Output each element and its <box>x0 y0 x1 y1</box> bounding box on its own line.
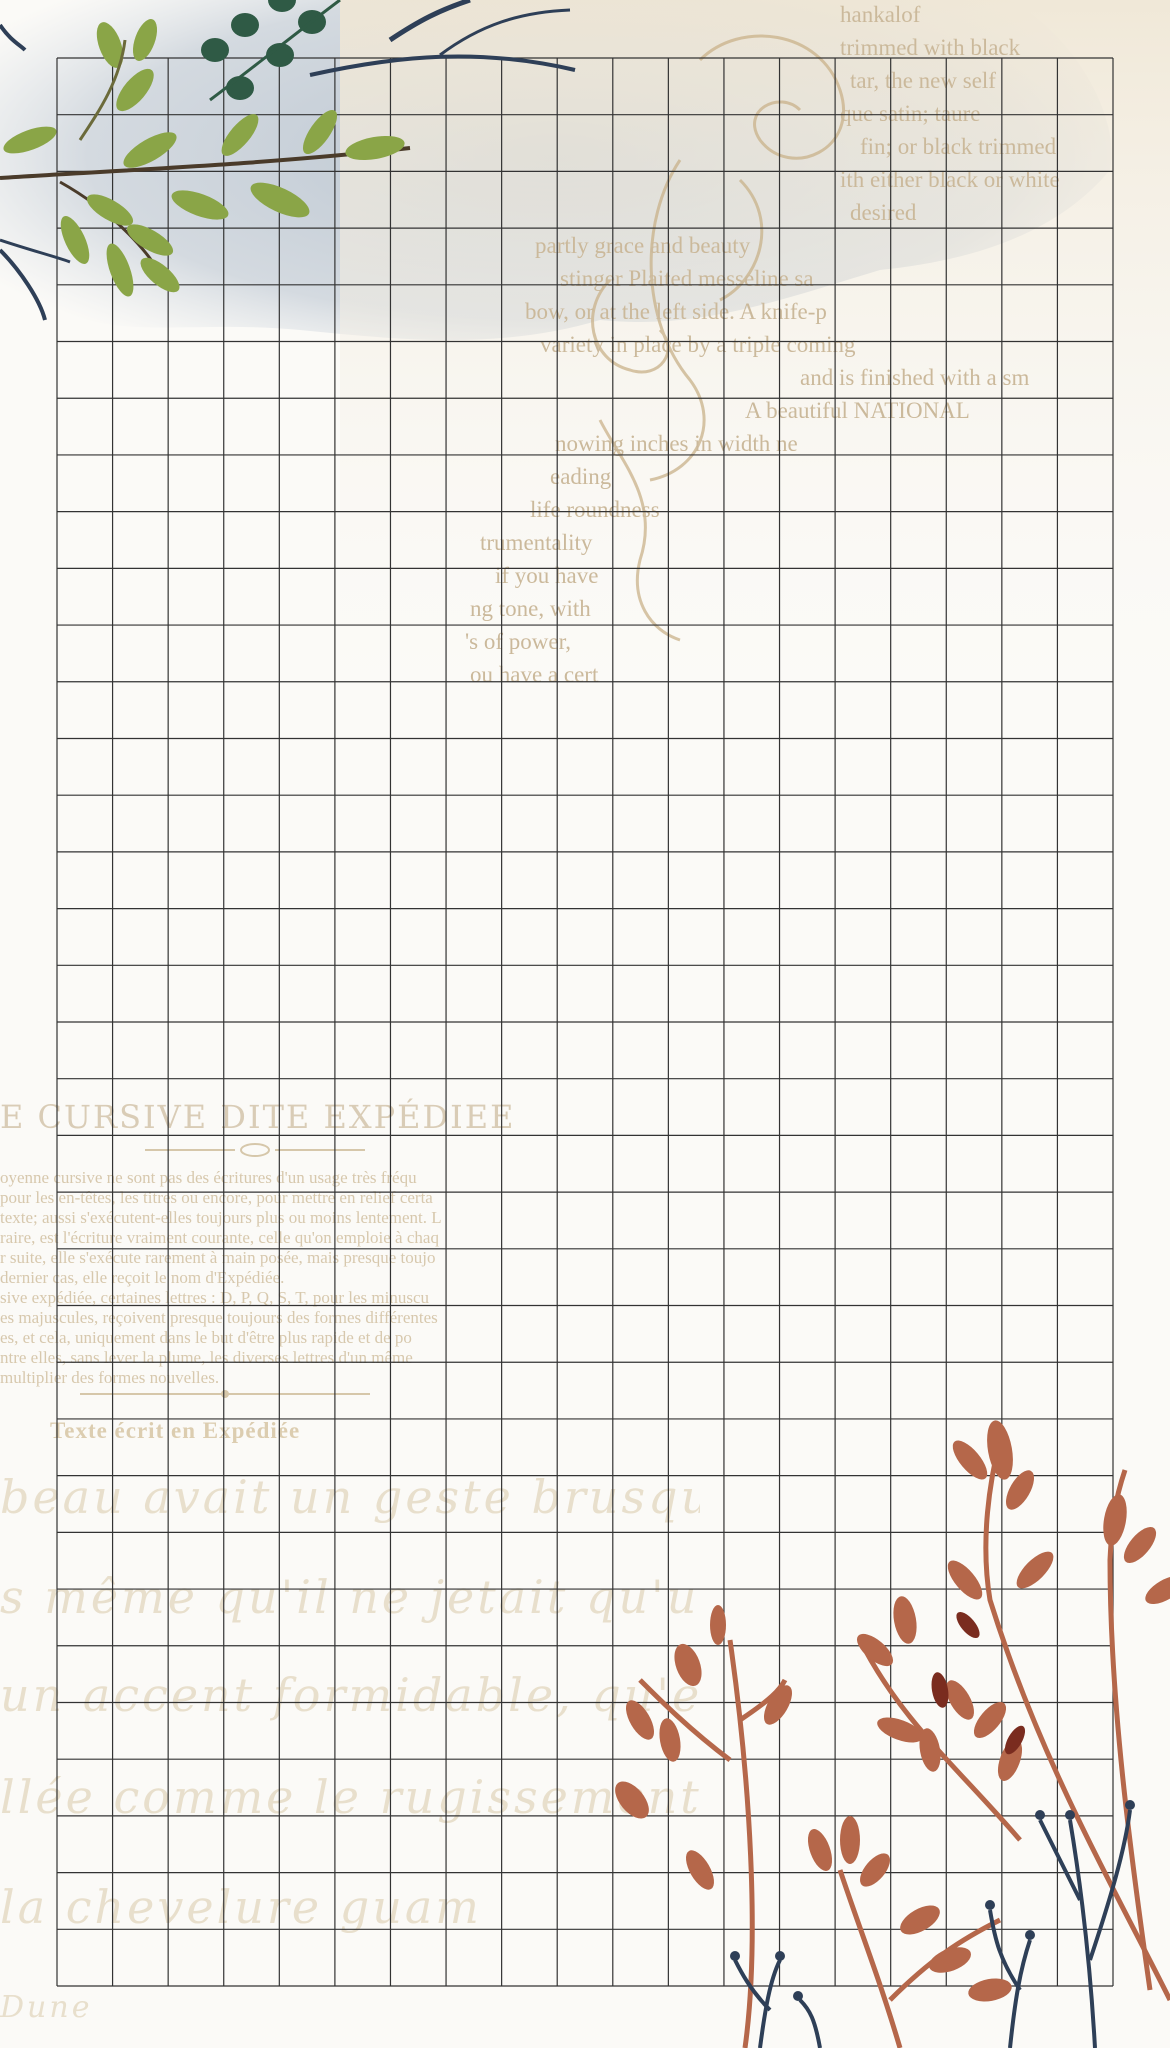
green-branch-left <box>0 0 576 321</box>
article-heading: E CURSIVE DITE EXPÉDIEE <box>0 1098 516 1136</box>
ornament-swirl <box>591 34 845 642</box>
handwriting-line: llée comme le rugissement <box>0 1770 700 1824</box>
rust-branch-right <box>615 1420 1170 2048</box>
subheading-rule <box>80 1390 370 1398</box>
article-line: multiplier des formes nouvelles. <box>0 1368 220 1387</box>
newspaper-line: tar, the new self <box>850 68 996 93</box>
handwriting-line: Dune <box>0 1990 93 2025</box>
article-line: es, et cela, uniquement dans le but d'êt… <box>0 1328 412 1347</box>
newspaper-line: trumentality <box>480 530 593 555</box>
handwriting-line: un accent formidable, qu'en <box>0 1668 700 1722</box>
article-line: texte; aussi s'exécutent-elles toujours … <box>0 1208 442 1227</box>
article-line: raire, est l'écriture vraiment courante,… <box>0 1228 439 1247</box>
newspaper-line: if you have <box>495 563 599 588</box>
newspaper-line: 's of power, <box>465 629 572 654</box>
newspaper-line: nowing inches in width ne <box>555 431 798 456</box>
newspaper-line: ou have a cert <box>470 662 599 687</box>
article-subheading: Texte écrit en Expédiée <box>50 1418 301 1443</box>
heading-flourish <box>145 1143 365 1157</box>
newspaper-line: life roundness <box>530 497 660 522</box>
newspaper-line: A beautiful NATIONAL <box>745 398 970 423</box>
newspaper-line: trimmed with black <box>840 35 1021 60</box>
article-line: r suite, elle s'exécute rarement à main … <box>0 1248 436 1267</box>
newspaper-line: eading <box>550 464 612 489</box>
newspaper-line: ng tone, with <box>470 596 591 621</box>
newspaper-line: variety in place by a triple coming <box>540 332 856 357</box>
article-line: pour les en-têtes, les titres ou encore,… <box>0 1188 433 1207</box>
newspaper-line: stinger Plaited messeline sa <box>560 266 814 291</box>
handwriting-line: s même qu'il ne jetait qu'un <box>0 1570 700 1624</box>
newspaper-line: and is finished with a sm <box>800 365 1030 390</box>
newspaper-line: fin; or black trimmed <box>860 134 1057 159</box>
handwriting-line: la chevelure guam <box>0 1880 482 1934</box>
newspaper-line: desired <box>850 200 917 225</box>
handwriting-line: beau avait un geste brusque <box>0 1470 700 1524</box>
article-line: dernier cas, elle reçoit le nom d'Expédi… <box>0 1268 285 1287</box>
newspaper-line: que satin; taure <box>840 101 981 126</box>
newspaper-line: hankalof <box>840 2 921 27</box>
newspaper-line: bow, or at the left side. A knife-p <box>525 299 827 324</box>
article-line: oyenne cursive ne sont pas des écritures… <box>0 1168 417 1187</box>
newspaper-line: partly grace and beauty <box>535 233 751 258</box>
article-line: sive expédiée, certaines lettres : D, P,… <box>0 1288 430 1307</box>
article-line: es majuscules, reçoivent presque toujour… <box>0 1308 438 1327</box>
